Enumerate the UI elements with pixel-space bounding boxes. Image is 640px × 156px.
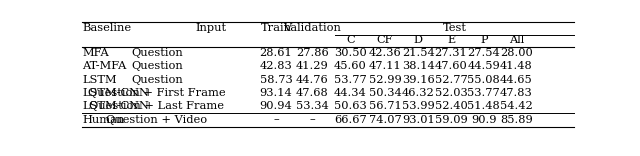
Text: Test: Test xyxy=(442,23,467,33)
Text: 53.34: 53.34 xyxy=(296,101,328,111)
Text: 47.68: 47.68 xyxy=(296,88,328,98)
Text: 42.36: 42.36 xyxy=(369,48,401,58)
Text: 74.07: 74.07 xyxy=(369,115,401,124)
Text: 38.14: 38.14 xyxy=(402,61,435,71)
Text: 21.54: 21.54 xyxy=(402,48,435,58)
Text: 28.61: 28.61 xyxy=(260,48,292,58)
Text: 45.60: 45.60 xyxy=(334,61,367,71)
Text: Question + First Frame: Question + First Frame xyxy=(88,88,226,98)
Text: 52.99: 52.99 xyxy=(369,75,401,85)
Text: CF: CF xyxy=(377,35,394,45)
Text: Train: Train xyxy=(260,23,291,33)
Text: –: – xyxy=(273,115,279,124)
Text: 46.32: 46.32 xyxy=(402,88,435,98)
Text: 27.86: 27.86 xyxy=(296,48,328,58)
Text: 52.03: 52.03 xyxy=(435,88,467,98)
Text: 28.00: 28.00 xyxy=(500,48,533,58)
Text: 55.08: 55.08 xyxy=(467,75,500,85)
Text: Input: Input xyxy=(196,23,227,33)
Text: 90.94: 90.94 xyxy=(260,101,292,111)
Text: LSTM: LSTM xyxy=(83,75,117,85)
Text: 53.99: 53.99 xyxy=(402,101,435,111)
Text: 47.60: 47.60 xyxy=(435,61,467,71)
Text: 52.40: 52.40 xyxy=(435,101,467,111)
Text: 52.77: 52.77 xyxy=(435,75,467,85)
Text: 58.73: 58.73 xyxy=(260,75,292,85)
Text: Question: Question xyxy=(131,48,183,58)
Text: C: C xyxy=(346,35,355,45)
Text: 44.34: 44.34 xyxy=(334,88,367,98)
Text: 56.71: 56.71 xyxy=(369,101,401,111)
Text: 39.16: 39.16 xyxy=(402,75,435,85)
Text: 47.11: 47.11 xyxy=(369,61,401,71)
Text: 93.01: 93.01 xyxy=(402,115,435,124)
Text: Question + Video: Question + Video xyxy=(106,115,207,124)
Text: 50.34: 50.34 xyxy=(369,88,401,98)
Text: 41.48: 41.48 xyxy=(500,61,533,71)
Text: D: D xyxy=(414,35,423,45)
Text: 54.42: 54.42 xyxy=(500,101,533,111)
Text: Human: Human xyxy=(83,115,125,124)
Text: P: P xyxy=(480,35,488,45)
Text: Baseline: Baseline xyxy=(83,23,132,33)
Text: All: All xyxy=(509,35,524,45)
Text: 44.59: 44.59 xyxy=(467,61,500,71)
Text: 41.29: 41.29 xyxy=(296,61,328,71)
Text: 93.14: 93.14 xyxy=(260,88,292,98)
Text: MFA: MFA xyxy=(83,48,109,58)
Text: 44.65: 44.65 xyxy=(500,75,533,85)
Text: Question + Last Frame: Question + Last Frame xyxy=(90,101,225,111)
Text: 90.9: 90.9 xyxy=(471,115,497,124)
Text: 53.77: 53.77 xyxy=(467,88,500,98)
Text: 27.31: 27.31 xyxy=(435,48,467,58)
Text: 50.63: 50.63 xyxy=(334,101,367,111)
Text: Validation: Validation xyxy=(283,23,341,33)
Text: 30.50: 30.50 xyxy=(334,48,367,58)
Text: LSTM-CNN: LSTM-CNN xyxy=(83,88,149,98)
Text: 44.76: 44.76 xyxy=(296,75,328,85)
Text: 66.67: 66.67 xyxy=(334,115,367,124)
Text: 59.09: 59.09 xyxy=(435,115,467,124)
Text: 85.89: 85.89 xyxy=(500,115,533,124)
Text: Question: Question xyxy=(131,61,183,71)
Text: E: E xyxy=(447,35,455,45)
Text: LSTM-CNN: LSTM-CNN xyxy=(83,101,149,111)
Text: 53.77: 53.77 xyxy=(334,75,367,85)
Text: Question: Question xyxy=(131,75,183,85)
Text: 51.48: 51.48 xyxy=(467,101,500,111)
Text: 27.54: 27.54 xyxy=(467,48,500,58)
Text: 47.83: 47.83 xyxy=(500,88,533,98)
Text: –: – xyxy=(309,115,315,124)
Text: 42.83: 42.83 xyxy=(260,61,292,71)
Text: AT-MFA: AT-MFA xyxy=(83,61,127,71)
